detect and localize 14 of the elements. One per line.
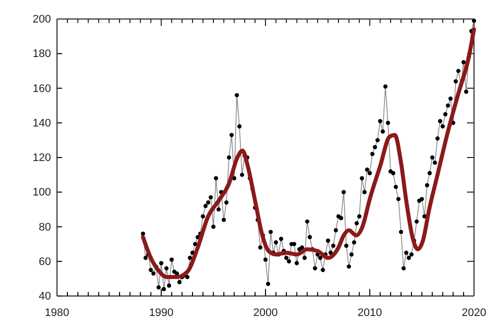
x-tick-label: 2000 — [253, 306, 278, 319]
y-tick-label: 60 — [38, 256, 51, 268]
y-tick-label: 80 — [38, 221, 51, 234]
y-tick-label: 140 — [32, 117, 51, 130]
y-tick-label: 160 — [32, 82, 51, 95]
y-tick-label: 40 — [38, 290, 51, 303]
y-tick-label: 100 — [32, 186, 51, 199]
x-tick-label: 1990 — [149, 306, 174, 319]
x-tick-label: 2010 — [358, 306, 382, 319]
y-tick-label: 180 — [32, 48, 51, 60]
x-tick-label: 1980 — [44, 306, 70, 319]
y-tick-label: 200 — [32, 14, 51, 26]
y-tick-label: 120 — [32, 152, 51, 164]
x-tick-label: 2020 — [462, 306, 486, 319]
